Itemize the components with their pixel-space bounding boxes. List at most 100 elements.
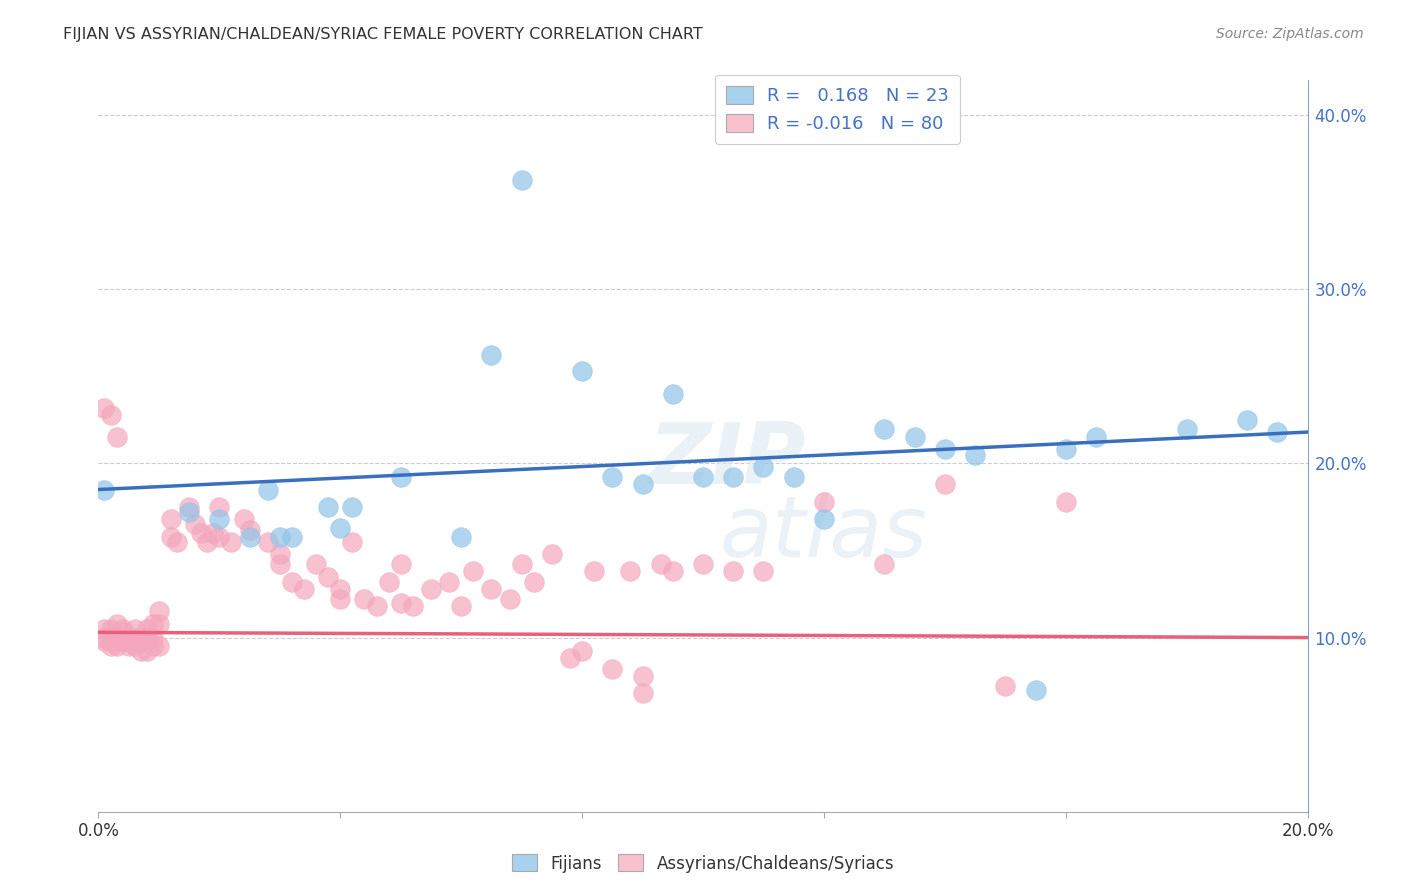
- Point: [148, 604, 170, 618]
- Point: [160, 512, 183, 526]
- Point: [184, 517, 207, 532]
- Point: [208, 512, 231, 526]
- Point: [105, 631, 128, 645]
- Point: [124, 631, 146, 645]
- Legend: R =   0.168   N = 23, R = -0.016   N = 80: R = 0.168 N = 23, R = -0.016 N = 80: [714, 75, 960, 145]
- Point: [256, 534, 278, 549]
- Point: [329, 521, 352, 535]
- Point: [93, 631, 115, 645]
- Point: [934, 442, 956, 457]
- Point: [135, 631, 157, 645]
- Point: [481, 582, 503, 596]
- Point: [93, 483, 115, 497]
- Text: FIJIAN VS ASSYRIAN/CHALDEAN/SYRIAC FEMALE POVERTY CORRELATION CHART: FIJIAN VS ASSYRIAN/CHALDEAN/SYRIAC FEMAL…: [63, 27, 703, 42]
- Point: [105, 430, 128, 444]
- Point: [305, 558, 328, 572]
- Point: [498, 592, 520, 607]
- Point: [723, 470, 745, 484]
- Point: [389, 558, 412, 572]
- Point: [692, 558, 714, 572]
- Point: [583, 565, 606, 579]
- Point: [329, 592, 352, 607]
- Point: [195, 534, 218, 549]
- Point: [129, 644, 152, 658]
- Point: [100, 634, 122, 648]
- Point: [179, 500, 201, 514]
- Point: [316, 500, 339, 514]
- Point: [1175, 421, 1198, 435]
- Point: [1267, 425, 1289, 439]
- Point: [631, 686, 654, 700]
- Point: [105, 640, 128, 654]
- Point: [124, 640, 146, 654]
- Point: [232, 512, 254, 526]
- Point: [1054, 494, 1077, 508]
- Point: [813, 512, 835, 526]
- Point: [111, 634, 134, 648]
- Point: [661, 565, 683, 579]
- Point: [129, 631, 152, 645]
- Point: [111, 625, 134, 640]
- Point: [994, 679, 1017, 693]
- Point: [377, 574, 399, 589]
- Point: [752, 459, 775, 474]
- Point: [402, 599, 425, 614]
- Point: [281, 574, 304, 589]
- Point: [124, 622, 146, 636]
- Legend: Fijians, Assyrians/Chaldeans/Syriacs: Fijians, Assyrians/Chaldeans/Syriacs: [505, 847, 901, 880]
- Point: [208, 530, 231, 544]
- Point: [269, 558, 291, 572]
- Point: [1054, 442, 1077, 457]
- Point: [256, 483, 278, 497]
- Point: [118, 634, 141, 648]
- Text: Source: ZipAtlas.com: Source: ZipAtlas.com: [1216, 27, 1364, 41]
- Point: [752, 565, 775, 579]
- Point: [661, 386, 683, 401]
- Point: [353, 592, 375, 607]
- Point: [366, 599, 388, 614]
- Point: [904, 430, 927, 444]
- Point: [873, 421, 896, 435]
- Point: [93, 634, 115, 648]
- Point: [631, 477, 654, 491]
- Point: [202, 526, 225, 541]
- Point: [179, 505, 201, 519]
- Point: [239, 523, 262, 537]
- Point: [329, 582, 352, 596]
- Point: [450, 530, 472, 544]
- Point: [142, 616, 165, 631]
- Point: [389, 470, 412, 484]
- Point: [148, 640, 170, 654]
- Point: [510, 558, 533, 572]
- Point: [602, 470, 624, 484]
- Point: [540, 547, 562, 561]
- Point: [1236, 413, 1258, 427]
- Point: [100, 640, 122, 654]
- Point: [510, 172, 533, 186]
- Point: [135, 644, 157, 658]
- Point: [166, 534, 188, 549]
- Point: [571, 644, 593, 658]
- Point: [142, 631, 165, 645]
- Point: [389, 596, 412, 610]
- Point: [437, 574, 460, 589]
- Point: [100, 622, 122, 636]
- Text: atlas: atlas: [720, 492, 928, 575]
- Point: [208, 500, 231, 514]
- Text: ZIP: ZIP: [648, 419, 806, 502]
- Point: [111, 622, 134, 636]
- Point: [692, 470, 714, 484]
- Point: [135, 622, 157, 636]
- Point: [650, 558, 672, 572]
- Point: [342, 534, 364, 549]
- Point: [148, 616, 170, 631]
- Point: [723, 565, 745, 579]
- Point: [1024, 682, 1046, 697]
- Point: [118, 640, 141, 654]
- Point: [269, 530, 291, 544]
- Point: [813, 494, 835, 508]
- Point: [965, 448, 987, 462]
- Point: [619, 565, 641, 579]
- Point: [571, 364, 593, 378]
- Point: [93, 401, 115, 415]
